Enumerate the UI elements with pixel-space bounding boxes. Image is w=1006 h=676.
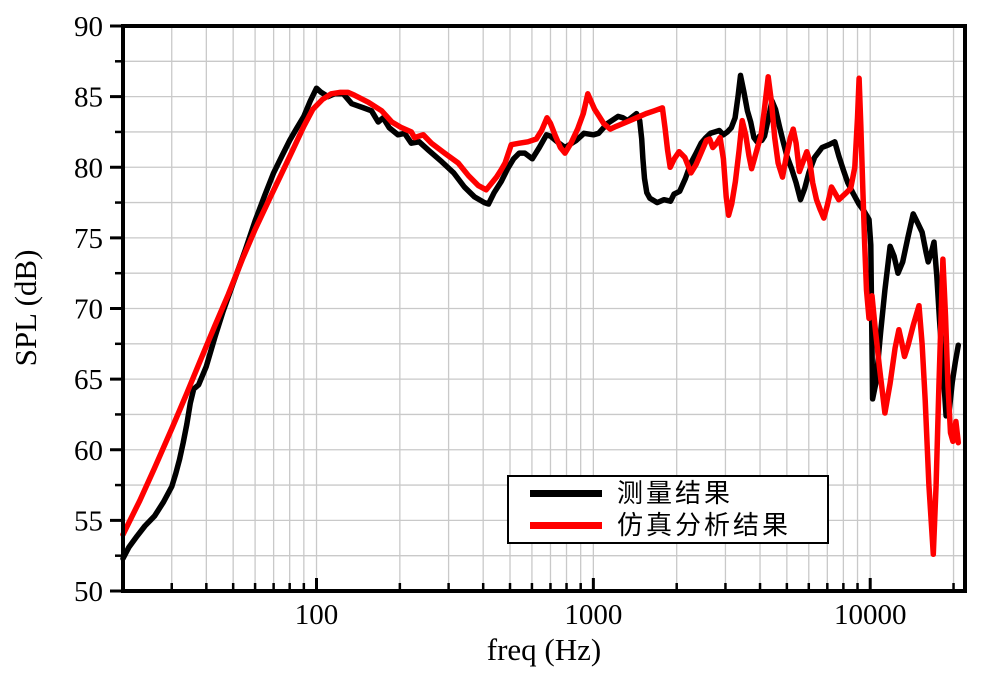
y-tick-label: 55: [74, 505, 103, 537]
legend-label-measured: 测量结果: [617, 478, 734, 508]
y-tick-label: 60: [74, 435, 103, 467]
simulation-line-swatch: [530, 522, 602, 529]
x-tick-label: 100: [295, 599, 339, 631]
legend: 测量结果 仿真分析结果: [507, 475, 829, 544]
x-tick-label: 1000: [564, 599, 622, 631]
y-tick-label: 50: [74, 576, 103, 608]
x-tick-label: 10000: [834, 599, 907, 631]
y-tick-labels: 50 55 60 65 70 75 80 85 90: [74, 11, 103, 608]
y-tick-label: 85: [74, 82, 103, 114]
data-curves: [120, 72, 962, 562]
y-tick-label: 65: [74, 364, 103, 396]
simulation-curve: [120, 74, 962, 558]
y-tick-label: 70: [74, 294, 103, 326]
y-tick-label: 75: [74, 223, 103, 255]
x-tick-labels: 100 1000 10000: [295, 599, 907, 631]
measured-curve: [120, 72, 962, 562]
y-axis-title: SPL (dB): [8, 250, 43, 367]
y-tick-label: 90: [74, 11, 103, 43]
legend-item-simulation: 仿真分析结果: [509, 510, 827, 542]
legend-item-measured: 测量结果: [509, 478, 827, 510]
axis-ticks: [110, 24, 955, 593]
measured-line-swatch: [530, 490, 602, 497]
y-tick-label: 80: [74, 152, 103, 184]
x-axis-title: freq (Hz): [487, 632, 601, 667]
legend-label-simulation: 仿真分析结果: [617, 510, 792, 540]
